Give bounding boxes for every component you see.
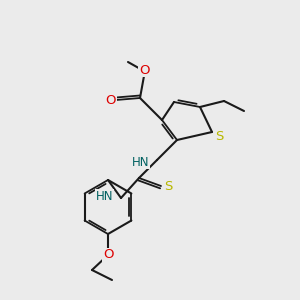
Text: O: O	[139, 64, 149, 76]
Text: O: O	[103, 248, 113, 262]
Text: O: O	[106, 94, 116, 106]
Text: HN: HN	[131, 155, 149, 169]
Text: S: S	[164, 179, 172, 193]
Text: HN: HN	[95, 190, 113, 202]
Text: S: S	[215, 130, 223, 142]
